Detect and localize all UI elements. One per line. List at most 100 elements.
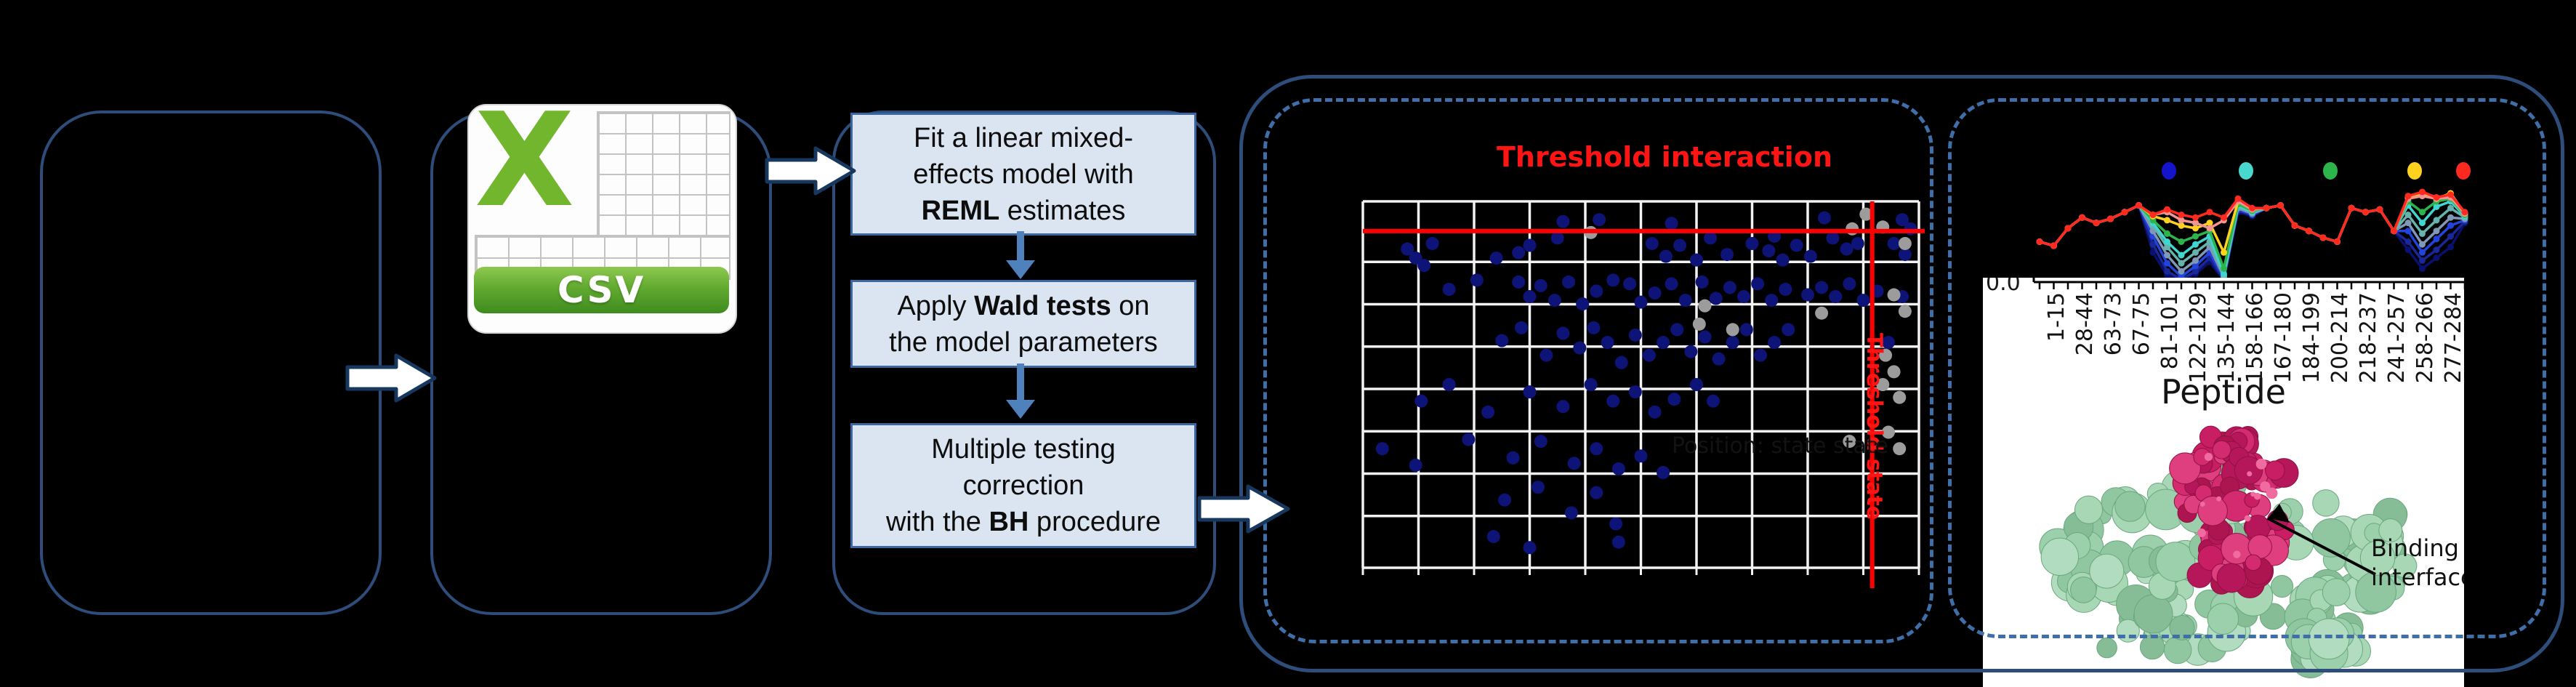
scatter-point-significant [1628,385,1642,399]
scatter-point-significant [1425,236,1439,250]
series-marker-yellow [2164,217,2170,224]
flow-arrow-input-to-csv-icon [345,353,437,403]
legend-dot-1 [2162,162,2176,180]
title-annotation-arrow-icon [1441,204,1454,227]
binding-interface-blob [2216,563,2247,593]
series-marker-red [2419,188,2426,196]
series-marker-teal [2404,212,2412,218]
series-marker-red [2277,202,2284,209]
scatter-point-significant [1531,481,1545,494]
protein-surface-blob [2169,614,2195,640]
scatter-point-significant [1628,328,1642,342]
step-text: procedure [1029,507,1162,537]
interface-highlight [2266,487,2278,499]
scatter-point-significant [1801,288,1814,302]
legend-dot-2 [2239,162,2253,180]
interface-highlight [2260,481,2271,492]
csv-banner: CSV [474,267,729,313]
series-marker-cyan [2164,238,2170,245]
series-marker-cyan [2221,270,2227,278]
interface-highlight [2197,529,2206,537]
scatter-point-significant [1623,277,1637,291]
binding-interface-blob [2197,545,2224,571]
protein-surface-blob [2040,537,2080,576]
pipeline-step-1: Fit a linear mixed-effects model with REM… [850,113,1196,236]
series-marker-red [2064,225,2072,232]
pipeline-step-line: effects model with [913,156,1133,193]
legend-dot-4 [2407,162,2422,180]
scatter-point-significant [1706,394,1720,408]
protein-surface-blob [2074,495,2104,524]
scatter-point-significant [1803,249,1817,263]
scatter-point-nonsignificant [1698,299,1712,313]
scatter-point-significant [1665,277,1678,291]
step-text: Fit a linear mixed- [914,122,1133,153]
series-marker-blue [2164,260,2170,267]
series-marker-green [2164,230,2170,237]
series-marker-red [2306,228,2312,235]
series-marker-yellow [2192,225,2199,232]
statistics-panel [832,111,1216,615]
interface-highlight [2253,492,2261,500]
scatter-point-significant [1512,275,1526,289]
scatter-point-significant [1587,321,1601,334]
protein-surface-blob [2308,618,2350,660]
series-marker-red [2291,222,2298,229]
scatter-point-significant [1896,213,1909,227]
scatter-point-significant [1726,336,1739,350]
series-marker-red [2136,202,2142,209]
pipeline-step-3: Multiple testing correction with the BH pr… [850,423,1196,548]
scatter-point-significant [1665,217,1678,230]
scatter-point-significant [1590,442,1603,456]
scatter-point-significant [1550,231,1564,245]
series-marker-teal [2178,260,2185,267]
binding-interface-label: Binding interface [2371,534,2464,591]
scatter-point-significant [1881,336,1895,350]
series-marker-navy [2447,233,2454,240]
scatter-point-significant [1698,330,1712,344]
scatter-point-significant [1495,334,1509,347]
step-keyword: BH [989,507,1029,537]
scatter-point-significant [1489,252,1503,265]
series-marker-red [2050,242,2057,249]
scatter-point-significant [1375,442,1389,456]
step-text: the model parameters [889,326,1158,358]
pipeline-step-line: with the BH procedure [886,504,1161,540]
series-marker-steel-blue [2419,241,2426,248]
flow-arrow-stats-to-results-icon [1197,484,1290,534]
series-marker-green [2221,265,2227,272]
scatter-point-significant [1442,378,1456,391]
series-marker-teal [2192,249,2199,256]
y-axis-tick-0: 0.0 [1986,278,2021,296]
interface-highlight [2199,501,2205,507]
scatter-point-significant [1567,457,1581,470]
down-arrow-2-icon [1006,400,1035,419]
scatter-point-significant [1751,277,1765,291]
scatter-point-significant [1657,465,1670,479]
series-marker-red [2447,191,2454,198]
scatter-point-significant [1462,433,1476,446]
series-marker-navy [2164,268,2170,275]
series-marker-red [2149,212,2157,218]
scatter-point-nonsignificant [1898,305,1912,318]
scatter-point-significant [1817,211,1831,225]
protein-surface-blob [2207,603,2239,635]
scatter-point-significant [1815,281,1829,294]
scatter-point-nonsignificant [1887,365,1901,379]
binding-interface-blob [2169,452,2201,485]
series-marker-red [2234,195,2242,202]
series-marker-red [2391,228,2397,235]
uptake-line-chart [2036,162,2471,284]
series-marker-red [2164,206,2170,213]
binding-interface-blob [2212,440,2231,459]
scatter-point-significant [1737,290,1751,304]
series-marker-blue [2192,262,2199,270]
series-marker-cyan [2433,203,2440,210]
scatter-point-significant [1401,242,1414,256]
scatter-point-significant [1657,336,1670,350]
scatter-point-nonsignificant [1843,435,1856,449]
series-marker-navy [2404,238,2412,245]
series-marker-cyan [2178,252,2185,259]
series-marker-yellow [2221,249,2227,256]
